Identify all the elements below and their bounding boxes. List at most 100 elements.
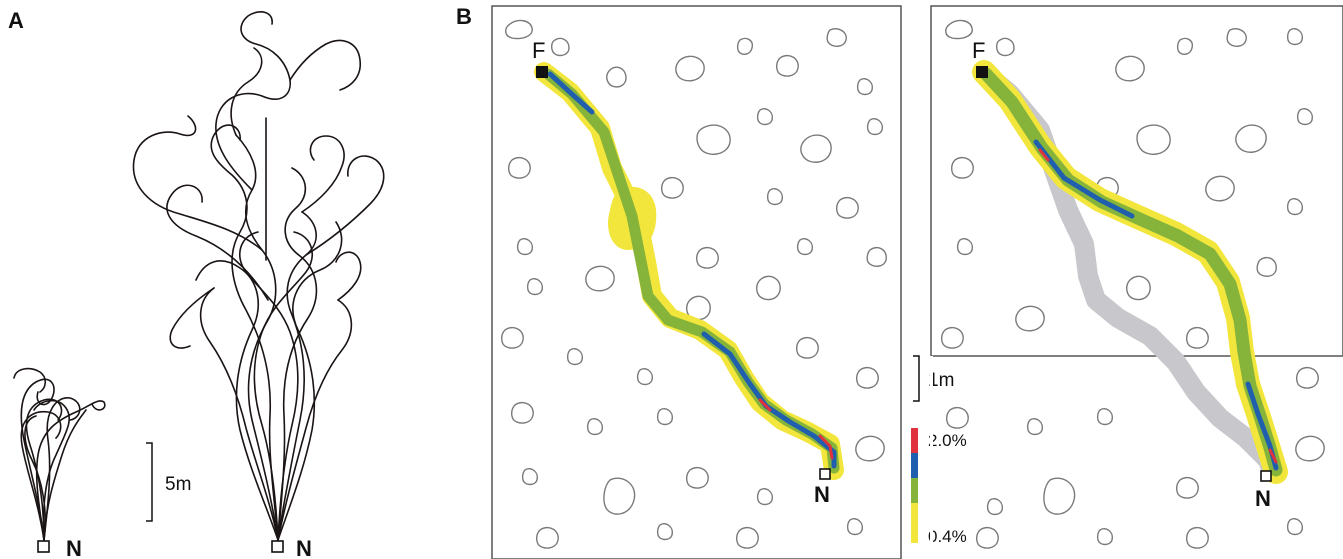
large-track	[238, 231, 299, 541]
obstacle	[835, 196, 859, 219]
obstacle	[800, 134, 832, 163]
large-track	[166, 184, 269, 301]
obstacle	[535, 526, 559, 549]
obstacle	[826, 28, 847, 47]
obstacle	[1026, 418, 1044, 436]
large-track	[277, 221, 343, 541]
obstacle	[1256, 256, 1277, 277]
obstacle	[986, 498, 1004, 516]
large-track	[253, 231, 314, 541]
small-track	[43, 409, 87, 541]
obstacle	[636, 368, 654, 386]
density-band-green	[542, 68, 840, 474]
map-left: F N	[491, 5, 902, 559]
legend-swatch-3	[911, 503, 918, 543]
legend-swatch-2	[911, 478, 918, 503]
map-left-obstacles	[500, 19, 887, 549]
food-label-left: F	[532, 38, 545, 63]
food-marker-left	[536, 66, 548, 78]
panel-a: A N 5m	[8, 8, 385, 559]
density-band-red	[1038, 148, 1278, 464]
obstacle	[1226, 28, 1247, 47]
obstacle	[1295, 366, 1319, 389]
density-band-red	[758, 398, 834, 460]
obstacle	[1176, 37, 1194, 55]
obstacle	[656, 523, 674, 541]
obstacle	[756, 488, 774, 506]
obstacle	[796, 238, 814, 256]
large-track	[305, 155, 385, 256]
obstacle	[756, 108, 774, 126]
obstacle	[956, 238, 974, 256]
scale-label-5m: 5m	[165, 474, 191, 495]
large-nest-label: N	[296, 536, 312, 559]
map-right-frame	[930, 5, 1343, 357]
obstacle	[1175, 476, 1199, 499]
small-track-bundle	[13, 367, 106, 541]
large-track	[132, 115, 263, 251]
obstacle	[945, 19, 973, 40]
obstacle	[995, 37, 1015, 57]
obstacle	[586, 418, 604, 436]
small-track	[13, 367, 47, 393]
panel-b-letter: B	[456, 4, 472, 29]
map-right-frame-mask	[930, 356, 933, 559]
large-track	[230, 47, 263, 136]
obstacle	[855, 435, 885, 462]
obstacle	[526, 278, 544, 296]
obstacle	[866, 118, 884, 136]
density-legend	[911, 428, 918, 543]
scale-bar-5m	[146, 442, 153, 522]
large-track-bundle	[132, 11, 385, 541]
obstacle	[550, 37, 570, 57]
large-track	[301, 135, 345, 213]
legend-swatch-1	[911, 453, 918, 478]
large-track	[289, 39, 362, 91]
nest-label-right: N	[1255, 486, 1271, 511]
obstacle	[866, 246, 887, 267]
scale-bar-1m	[913, 355, 920, 402]
obstacle	[566, 348, 584, 366]
obstacle	[510, 401, 534, 424]
map-left-density	[534, 62, 844, 480]
legend-swatch-0	[911, 428, 918, 453]
map-right-density	[972, 60, 1288, 484]
obstacle	[795, 336, 819, 359]
large-track	[240, 11, 291, 81]
obstacle	[505, 19, 533, 40]
obstacle	[755, 275, 781, 301]
obstacle	[516, 238, 534, 256]
large-track	[169, 287, 215, 349]
large-nest-marker	[271, 540, 284, 553]
obstacle	[975, 526, 999, 549]
scale-label-1m: 1m	[928, 370, 954, 391]
obstacle	[1296, 108, 1314, 126]
large-track	[210, 124, 279, 541]
density-band-yellow	[534, 62, 844, 480]
obstacle	[1286, 198, 1304, 216]
obstacle	[950, 156, 974, 179]
obstacle	[846, 518, 864, 536]
nest-marker-left	[819, 468, 831, 480]
obstacle	[660, 176, 684, 199]
obstacle	[1185, 526, 1209, 549]
map-left-frame	[491, 5, 902, 559]
obstacle	[1286, 518, 1304, 536]
obstacle	[1096, 408, 1114, 426]
small-track	[35, 400, 106, 541]
obstacle	[1295, 435, 1325, 462]
obstacle	[696, 124, 731, 155]
obstacle	[1205, 175, 1235, 202]
obstacle	[521, 468, 539, 486]
small-track	[43, 397, 81, 541]
obstacle	[500, 326, 524, 349]
obstacle	[736, 37, 754, 55]
obstacle	[1235, 124, 1267, 153]
large-track	[335, 251, 362, 301]
obstacle	[1043, 477, 1076, 515]
nest-marker-right	[1260, 470, 1272, 482]
large-track	[215, 79, 291, 191]
obstacle	[1185, 326, 1209, 349]
map-right: F N	[930, 5, 1343, 559]
